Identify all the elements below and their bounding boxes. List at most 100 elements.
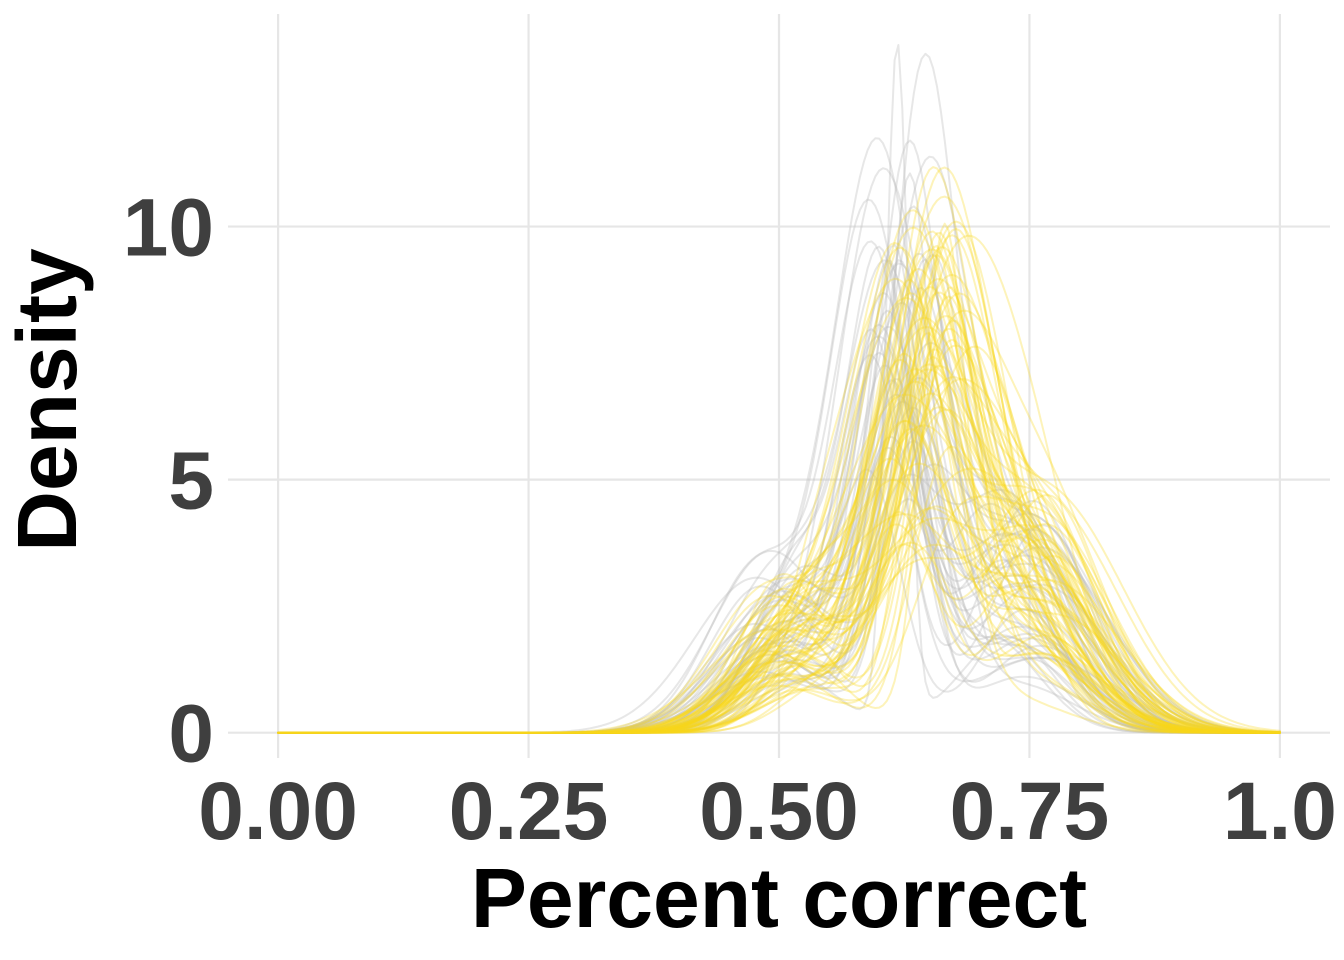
density-curve-1-27 bbox=[277, 378, 1281, 734]
density-curve-0-4 bbox=[277, 291, 1281, 734]
density-curve-0-8 bbox=[277, 205, 1281, 734]
density-curve-0-5 bbox=[277, 379, 1281, 734]
density-curve-1-63 bbox=[277, 488, 1281, 734]
density-curve-0-44 bbox=[277, 240, 1281, 734]
density-curve-1-58 bbox=[277, 358, 1281, 734]
x-tick-label-1: 0.25 bbox=[449, 766, 609, 857]
density-curve-0-12 bbox=[277, 198, 1281, 734]
density-curve-1-33 bbox=[277, 309, 1281, 734]
density-curve-0-26 bbox=[277, 354, 1281, 734]
density-curve-0-32 bbox=[277, 473, 1281, 734]
density-curve-0-40 bbox=[277, 253, 1281, 734]
density-curve-0-20 bbox=[277, 498, 1281, 734]
x-tick-label-0: 0.00 bbox=[198, 766, 358, 857]
density-curve-1-12 bbox=[277, 513, 1281, 734]
density-curve-1-2 bbox=[277, 286, 1281, 734]
density-curve-1-15 bbox=[277, 295, 1281, 734]
density-curve-0-42 bbox=[277, 406, 1281, 734]
density-curve-0-10 bbox=[277, 286, 1281, 734]
density-curve-1-1 bbox=[277, 245, 1281, 734]
density-curve-1-16 bbox=[277, 227, 1281, 734]
density-curve-1-50 bbox=[277, 424, 1281, 734]
density-curve-0-37 bbox=[277, 335, 1281, 734]
density-curve-1-8 bbox=[277, 326, 1281, 734]
density-curve-1-42 bbox=[277, 445, 1281, 734]
density-curve-1-30 bbox=[277, 365, 1281, 734]
density-curve-0-24 bbox=[277, 323, 1281, 734]
density-curve-0-13 bbox=[277, 259, 1281, 734]
density-curve-1-67 bbox=[277, 291, 1281, 734]
series-layer bbox=[277, 44, 1281, 734]
density-curve-1-45 bbox=[277, 278, 1281, 734]
density-curve-0-11 bbox=[277, 400, 1281, 734]
density-curve-1-65 bbox=[277, 510, 1281, 734]
density-curve-1-61 bbox=[277, 166, 1281, 734]
density-curve-1-64 bbox=[277, 467, 1281, 734]
x-tick-label-2: 0.50 bbox=[699, 766, 859, 857]
x-tick-labels: 0.00 0.25 0.50 0.75 1.0 bbox=[198, 766, 1337, 857]
density-curve-0-39 bbox=[277, 325, 1281, 734]
density-curve-1-51 bbox=[277, 209, 1281, 734]
density-curve-1-36 bbox=[277, 376, 1281, 734]
density-curve-0-31 bbox=[277, 137, 1281, 734]
density-curve-1-9 bbox=[277, 541, 1281, 734]
density-curve-0-35 bbox=[277, 424, 1281, 734]
density-curve-0-2 bbox=[277, 243, 1281, 734]
density-curve-0-6 bbox=[277, 351, 1281, 734]
density-curve-1-35 bbox=[277, 166, 1281, 734]
density-curve-0-3 bbox=[277, 258, 1281, 734]
density-curve-1-43 bbox=[277, 505, 1281, 734]
density-curve-1-53 bbox=[277, 220, 1281, 734]
density-curve-1-20 bbox=[277, 316, 1281, 734]
density-curve-1-19 bbox=[277, 517, 1281, 734]
density-curve-0-41 bbox=[277, 440, 1281, 734]
density-curve-0-21 bbox=[277, 309, 1281, 734]
density-curve-1-17 bbox=[277, 226, 1281, 734]
density-curve-0-23 bbox=[277, 301, 1281, 734]
density-curve-0-0 bbox=[277, 44, 1281, 734]
density-curve-1-37 bbox=[277, 195, 1281, 734]
x-tick-label-4: 1.0 bbox=[1223, 766, 1337, 857]
density-curve-0-29 bbox=[277, 139, 1281, 734]
density-curve-0-22 bbox=[277, 245, 1281, 734]
density-curve-0-27 bbox=[277, 52, 1281, 734]
density-curve-0-16 bbox=[277, 364, 1281, 734]
y-tick-label-2: 10 bbox=[123, 183, 214, 274]
density-curve-1-71 bbox=[277, 406, 1281, 734]
density-curve-0-19 bbox=[277, 377, 1281, 734]
density-curve-1-14 bbox=[277, 507, 1281, 734]
density-curve-1-31 bbox=[277, 319, 1281, 734]
density-curve-1-25 bbox=[277, 297, 1281, 734]
y-tick-label-0: 0 bbox=[168, 689, 214, 780]
density-curve-0-38 bbox=[277, 155, 1281, 734]
x-tick-label-3: 0.75 bbox=[950, 766, 1110, 857]
density-curve-1-22 bbox=[277, 462, 1281, 734]
density-curve-1-47 bbox=[277, 420, 1281, 734]
density-curve-1-29 bbox=[277, 246, 1281, 734]
density-curve-1-44 bbox=[277, 286, 1281, 734]
grid-layer bbox=[228, 14, 1330, 758]
density-curve-0-14 bbox=[277, 328, 1281, 734]
density-curve-1-49 bbox=[277, 368, 1281, 734]
density-curve-1-52 bbox=[277, 348, 1281, 734]
density-curve-1-5 bbox=[277, 427, 1281, 734]
density-curve-1-68 bbox=[277, 355, 1281, 734]
density-curve-1-73 bbox=[277, 495, 1281, 734]
density-curve-1-10 bbox=[277, 479, 1281, 734]
density-curve-1-4 bbox=[277, 345, 1281, 734]
density-curve-1-39 bbox=[277, 543, 1281, 734]
density-curve-1-72 bbox=[277, 344, 1281, 734]
density-curve-0-15 bbox=[277, 378, 1281, 734]
density-curve-0-1 bbox=[277, 172, 1281, 734]
density-curve-1-0 bbox=[277, 222, 1281, 734]
density-curve-0-33 bbox=[277, 252, 1281, 734]
y-axis-title: Density bbox=[0, 248, 94, 552]
density-curve-1-13 bbox=[277, 408, 1281, 734]
density-curve-1-59 bbox=[277, 292, 1281, 734]
density-curve-0-17 bbox=[277, 463, 1281, 734]
y-tick-label-1: 5 bbox=[168, 436, 214, 527]
density-curve-1-48 bbox=[277, 327, 1281, 734]
density-curve-1-24 bbox=[277, 234, 1281, 734]
density-curve-1-11 bbox=[277, 292, 1281, 734]
